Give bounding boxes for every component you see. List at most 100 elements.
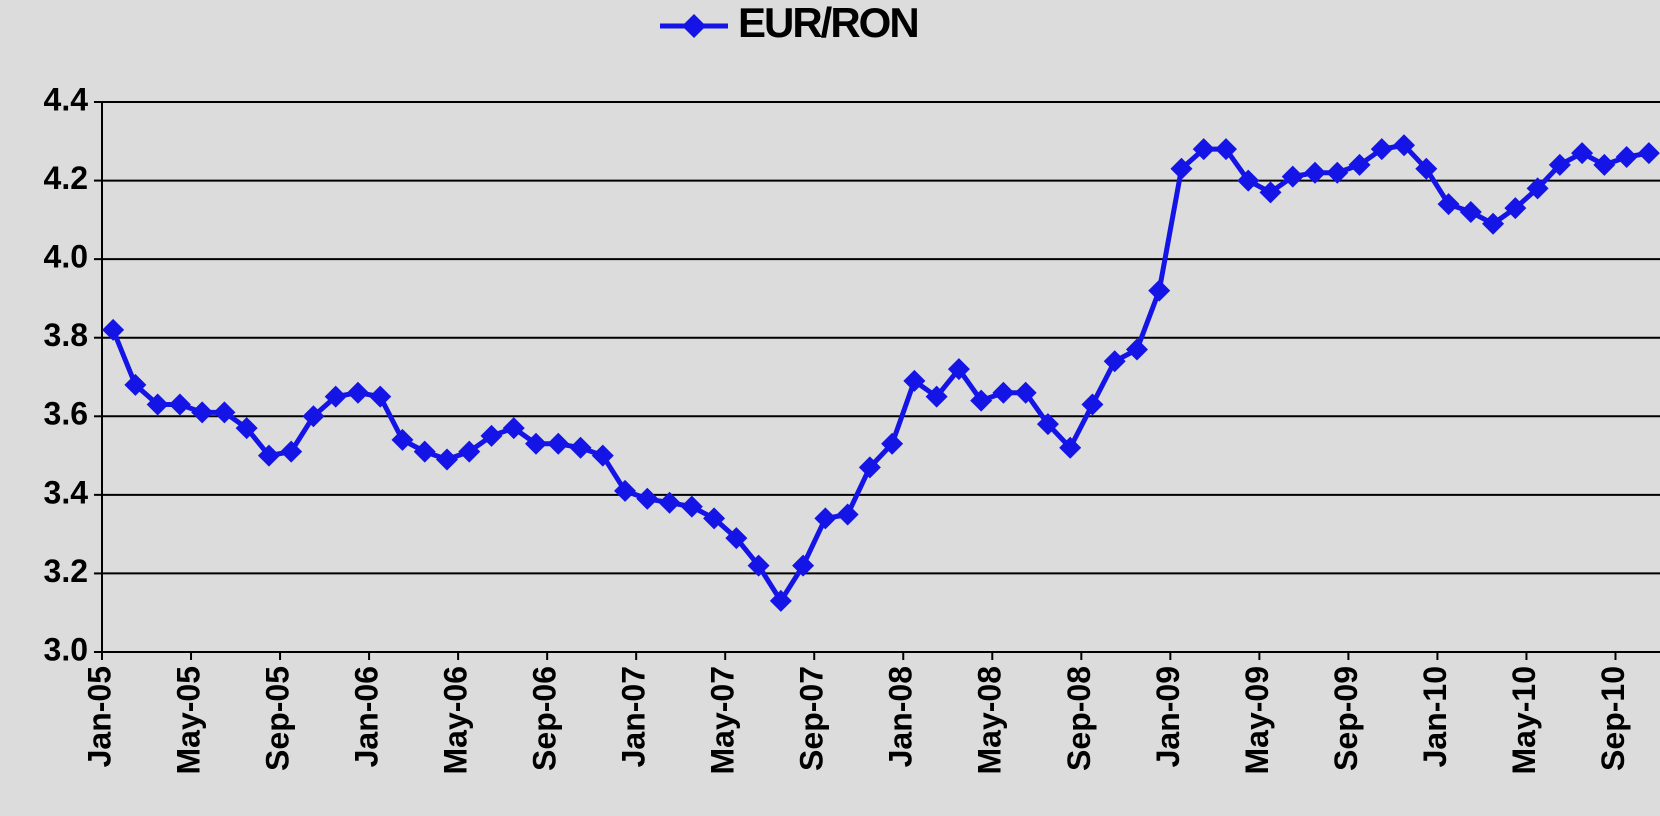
x-tick-label: Jan-06 [349,666,385,767]
data-point [257,444,280,467]
x-tick-label: Jan-08 [883,666,919,767]
data-point [769,589,792,612]
legend-marker [682,14,706,38]
x-tick-label: May-05 [170,666,206,775]
data-point [881,432,904,455]
legend-label: EUR/RON [738,0,918,46]
data-point [346,381,369,404]
data-point [1437,193,1460,216]
y-tick-label: 3.8 [44,317,88,353]
data-point [435,448,458,471]
data-point [1593,153,1616,176]
y-tick-label: 3.4 [44,474,89,510]
data-point [1326,161,1349,184]
data-point [680,495,703,518]
data-point [280,440,303,463]
x-tick-label: May-07 [705,666,741,775]
data-point [658,491,681,514]
data-point [213,401,236,424]
data-point [1615,146,1638,168]
x-tick-label: Sep-09 [1328,666,1364,771]
data-point [1014,381,1037,404]
y-tick-label: 3.2 [44,553,88,589]
data-point [747,554,770,577]
data-point [992,381,1015,404]
data-point [814,507,837,530]
y-tick-label: 4.4 [44,81,89,117]
data-point [235,417,258,440]
data-point [1170,157,1193,180]
data-point [970,389,993,412]
y-tick-label: 4.0 [44,239,88,275]
data-point [925,385,948,408]
data-point [168,393,191,416]
data-point [525,432,548,455]
data-point [858,456,881,479]
data-point [1259,181,1282,204]
x-tick-label: Sep-06 [527,666,563,771]
data-point [1214,138,1237,161]
data-point [1504,197,1527,220]
x-tick-label: May-06 [438,666,474,775]
x-tick-label: Jan-07 [616,666,652,767]
data-point [1526,177,1549,200]
data-point [1192,138,1215,161]
x-tick-label: Sep-08 [1061,666,1097,771]
data-point [1348,153,1371,176]
data-point [1393,134,1416,157]
data-point [725,527,748,550]
data-point [836,503,859,526]
data-point [191,401,214,424]
data-point [1036,413,1059,436]
data-point [569,436,592,459]
data-point [1548,153,1571,176]
data-point [124,373,147,396]
data-point [792,554,815,577]
data-point [1571,142,1594,165]
x-tick-label: Sep-05 [260,666,296,771]
data-point [302,405,325,428]
x-tick-label: Sep-07 [794,666,830,771]
data-point [614,479,637,502]
y-tick-label: 3.0 [44,631,88,667]
data-point [1081,393,1104,416]
x-tick-label: Jan-10 [1417,666,1453,767]
data-point [1415,157,1438,180]
data-point [324,385,347,408]
data-point [502,417,525,440]
data-point [636,487,659,510]
data-point [369,385,392,408]
x-tick-label: May-09 [1239,666,1275,775]
data-point [947,358,970,381]
data-point [1459,201,1482,223]
data-point [1237,169,1260,192]
y-tick-label: 3.6 [44,396,88,432]
data-point [903,369,926,392]
data-point [391,428,414,451]
data-point [591,444,614,467]
data-point [547,432,570,455]
x-tick-label: Jan-09 [1150,666,1186,767]
x-tick-label: May-08 [972,666,1008,775]
data-point [1148,279,1171,302]
x-tick-label: Jan-05 [81,666,117,767]
series-line [110,142,1650,604]
data-point [458,440,481,463]
data-point [1304,161,1327,184]
data-point [1103,350,1126,373]
data-point [102,318,125,341]
data-point [1059,436,1082,459]
data-point [1482,212,1505,235]
data-point [1637,142,1660,165]
data-point [703,507,726,530]
data-point [1281,165,1304,188]
data-point [413,440,436,463]
data-point [480,424,503,447]
data-point [146,393,169,416]
data-point [1370,138,1393,161]
x-tick-label: May-10 [1506,666,1542,775]
data-point [1125,338,1148,361]
x-tick-label: Sep-10 [1595,666,1631,771]
